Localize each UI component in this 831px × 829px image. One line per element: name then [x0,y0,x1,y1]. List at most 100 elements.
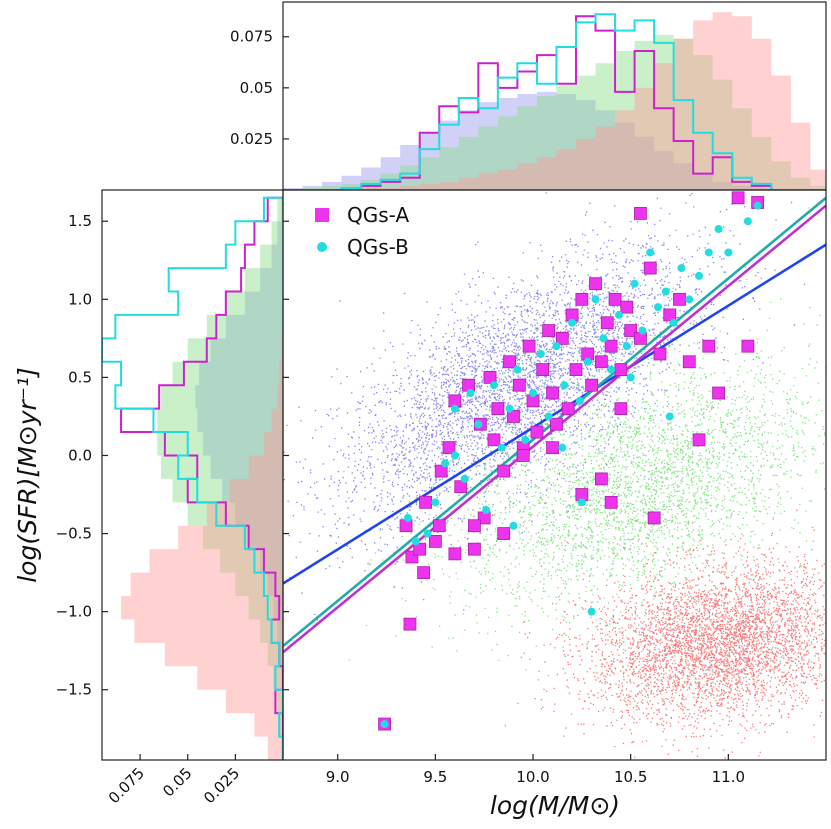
main-xtick-label: 10.0 [516,768,549,786]
point-QGs-B [380,720,389,729]
point-QGs-B [482,506,491,515]
point-QGs-A [512,378,526,392]
point-QGs-B [466,389,475,398]
point-QGs-B [575,396,584,405]
main-ytick-label: 0.5 [68,368,92,386]
point-QGs-B [646,248,655,257]
main-ytick-label: −1.5 [56,681,92,699]
fit-star-forming-line [283,243,826,585]
point-QGs-A [491,402,505,416]
point-QGs-B [450,404,459,413]
point-QGs-B [536,349,545,358]
point-QGs-B [509,521,518,530]
point-QGs-A [468,542,481,556]
point-QGs-A [663,308,677,322]
top-hist-QGs-B [283,13,826,190]
main-xtick-label: 11.0 [712,768,745,786]
main-ytick-label: 1.0 [68,290,92,308]
point-QGs-A [594,355,608,369]
point-QGs-A [419,495,432,509]
point-QGs-A [399,519,413,533]
main-ytick-label: −0.5 [56,525,92,543]
point-QGs-A [542,324,556,337]
point-QGs-A [536,363,550,376]
point-QGs-A [712,386,725,400]
cloud-points [343,207,826,677]
left-hist-quiescent [121,197,283,760]
point-QGs-A [634,331,647,345]
point-QGs-B [724,248,733,257]
point-QGs-A [653,347,667,361]
point-QGs-B [577,498,586,507]
point-QGs-A [634,207,647,220]
main-xtick-label: 9.5 [423,768,447,786]
point-QGs-A [487,433,501,447]
point-QGs-B [513,365,522,374]
legend-label: QGs-A [347,203,409,227]
point-QGs-B [654,303,663,312]
point-QGs-A [741,339,755,353]
point-QGs-A [702,339,716,353]
point-QGs-A [550,417,563,431]
series-QGs-A [378,191,765,731]
point-QGs-B [558,443,567,452]
point-QGs-A [413,542,427,556]
point-QGs-A [624,324,638,337]
point-QGs-A [434,464,448,478]
point-QGs-B [607,365,616,374]
point-QGs-B [630,279,639,288]
point-QGs-A [428,534,442,548]
point-QGs-B [587,607,596,616]
point-QGs-B [591,295,600,304]
point-QGs-B [677,264,686,273]
point-QGs-A [546,441,559,455]
background-cloud-green-valley [343,207,826,677]
point-QGs-B [638,326,647,335]
main-ytick-label: 1.5 [68,212,92,230]
point-QGs-B [489,381,498,390]
point-QGs-B [626,373,635,382]
point-QGs-A [432,519,446,533]
point-QGs-B [665,412,674,421]
point-QGs-B [423,529,432,538]
point-QGs-B [599,334,608,343]
point-QGs-B [669,318,678,327]
point-QGs-B [441,459,450,468]
point-QGs-B [411,537,420,546]
main-ytick-label: −1.0 [56,603,92,621]
legend-marker-QGs-B [317,242,327,252]
point-QGs-B [544,412,553,421]
legend: QGs-A QGs-B [315,203,409,259]
point-QGs-A [604,339,618,353]
point-QGs-B [431,498,440,507]
top-hist-quiescent [283,12,826,190]
point-QGs-A [600,316,614,330]
point-QGs-A [614,402,628,416]
point-QGs-A [608,292,622,306]
point-QGs-A [731,191,745,205]
point-QGs-B [583,357,592,366]
left-hist-green-valley [157,197,283,760]
point-QGs-B [460,474,469,483]
point-QGs-A [497,527,511,540]
point-QGs-A [483,370,497,384]
series-QGs-B [380,201,762,729]
point-QGs-A [673,292,686,306]
point-QGs-B [685,295,694,304]
y-axis-label: log(SFR)[M⊙yr⁻¹] [13,367,42,583]
main-panel-frame [282,189,827,761]
point-QGs-A [682,355,696,369]
left-xtick-label: 0.075 [105,764,148,807]
point-QGs-A [462,378,475,392]
point-QGs-A [555,331,569,345]
point-QGs-B [753,201,762,210]
left-xtick-label: 0.025 [200,764,243,807]
point-QGs-A [454,480,468,494]
point-QGs-A [692,433,706,447]
legend-marker-QGs-A [315,208,329,222]
point-QGs-A [594,472,608,486]
left-xtick-label: 0.05 [159,764,195,800]
point-QGs-A [530,425,544,439]
point-QGs-A [442,441,456,455]
main-scatter-panel: 9.0 9.5 10.0 10.5 11.0 QGs-A QGs-B [282,189,827,786]
